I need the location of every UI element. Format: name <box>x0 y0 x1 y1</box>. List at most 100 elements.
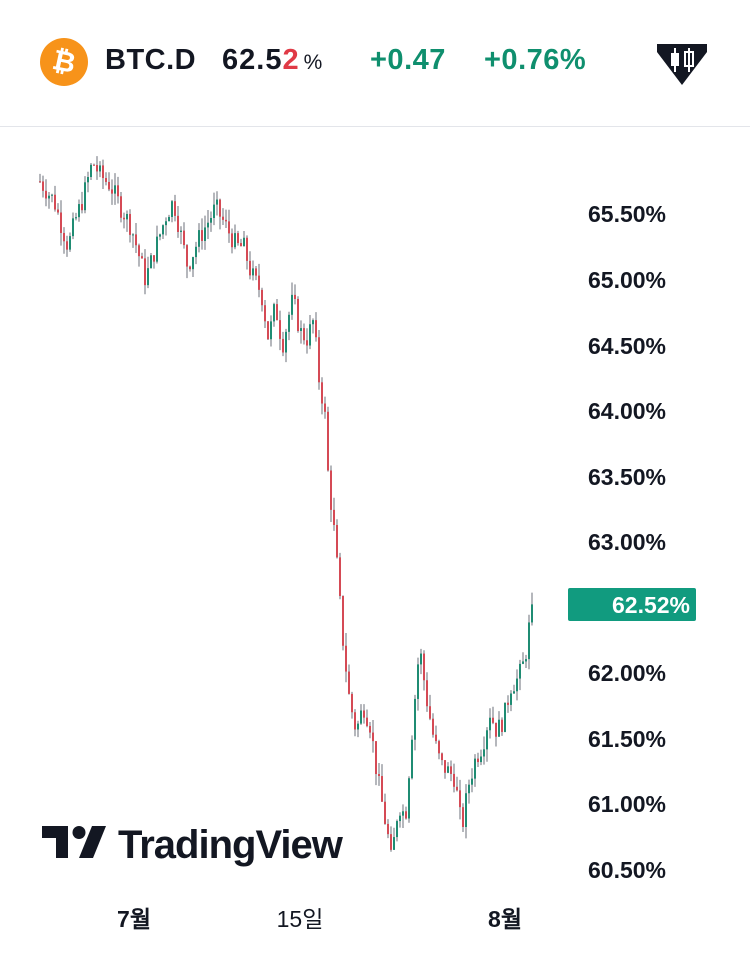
candle-body <box>153 255 155 262</box>
candle-body <box>408 778 410 819</box>
y-tick-label: 65.50% <box>588 201 667 227</box>
candle-body <box>501 719 503 732</box>
candle-body <box>81 204 83 211</box>
candle-body <box>456 786 458 791</box>
candle-body <box>261 289 263 306</box>
candle-body <box>282 338 284 353</box>
candle-body <box>285 331 287 353</box>
candle-body <box>522 661 524 664</box>
candle-body <box>405 811 407 819</box>
candle-body <box>279 320 281 339</box>
candle-body <box>336 524 338 558</box>
candle-body <box>357 723 359 730</box>
candle-body <box>162 225 164 235</box>
candle-body <box>306 340 308 346</box>
candle-body <box>252 268 254 276</box>
candlestick-tool-icon[interactable] <box>655 38 709 86</box>
candle-body <box>177 215 179 232</box>
candle-body <box>174 201 176 216</box>
candle-body <box>516 678 518 692</box>
candle-body <box>486 730 488 750</box>
candle-body <box>471 778 473 785</box>
candle-body <box>267 321 269 340</box>
candle-body <box>399 815 401 822</box>
candle-body <box>63 232 65 242</box>
candle-body <box>138 245 140 257</box>
candle-body <box>270 321 272 340</box>
candle-body <box>348 671 350 694</box>
candle-body <box>186 245 188 267</box>
candle-body <box>423 653 425 681</box>
candle-body <box>303 328 305 341</box>
candle-body <box>183 230 185 246</box>
candle-body <box>312 320 314 325</box>
candle-body <box>318 337 320 383</box>
symbol-header: ₿ BTC.D 62.52% +0.47 +0.76% <box>0 0 750 127</box>
candle-body <box>237 233 239 244</box>
candle-body <box>453 773 455 787</box>
candle-body <box>414 698 416 740</box>
price-last-digit: 2 <box>282 44 300 76</box>
candle-body <box>264 305 266 322</box>
candle-body <box>417 664 419 699</box>
y-tick-label: 63.50% <box>588 464 667 490</box>
symbol-name[interactable]: BTC.D <box>105 44 197 76</box>
candle-body <box>150 255 152 269</box>
last-price-tag: 62.52% <box>568 588 696 621</box>
candle-body <box>204 227 206 241</box>
price-unit: % <box>303 51 323 74</box>
candle-body <box>483 749 485 757</box>
candle-body <box>255 268 257 276</box>
candle-body <box>294 294 296 299</box>
candle-body <box>198 230 200 247</box>
candle-body <box>108 181 110 190</box>
candle-body <box>87 177 89 183</box>
candle-body <box>426 680 428 707</box>
candle-body <box>324 403 326 412</box>
candle-body <box>435 734 437 742</box>
tradingview-logo: TradingView <box>42 822 372 870</box>
tradingview-logo-icon <box>42 826 106 858</box>
candle-body <box>513 691 515 694</box>
candle-body <box>141 256 143 259</box>
candle-body <box>156 236 158 262</box>
candle-body <box>117 185 119 197</box>
candle-body <box>123 217 125 220</box>
last-price-tag-label: 62.52% <box>611 592 690 618</box>
candle-body <box>459 790 461 808</box>
candle-body <box>54 194 56 210</box>
candle-body <box>450 766 452 774</box>
candle-body <box>207 222 209 228</box>
candle-body <box>402 811 404 816</box>
candle-body <box>60 212 62 233</box>
candle-body <box>528 622 530 660</box>
price-chart[interactable] <box>0 127 560 897</box>
candle-body <box>45 190 47 199</box>
candle-body <box>375 741 377 775</box>
candle-body <box>66 241 68 250</box>
candle-body <box>309 324 311 346</box>
candle-body <box>114 185 116 194</box>
candle-body <box>372 732 374 742</box>
candle-body <box>438 741 440 754</box>
candle-body <box>315 320 317 338</box>
candle-body <box>363 710 365 718</box>
candle-body <box>222 216 224 220</box>
candle-body <box>171 201 173 217</box>
change-percent: +0.76% <box>484 44 587 76</box>
candle-body <box>93 164 95 166</box>
candle-body <box>525 659 527 662</box>
candle-body <box>474 758 476 779</box>
candle-body <box>144 258 146 286</box>
x-tick-label-july: 7월 <box>117 906 151 932</box>
candle-body <box>105 178 107 182</box>
candle-body <box>381 776 383 802</box>
candle-body <box>228 221 230 234</box>
candle-body <box>72 218 74 237</box>
candle-body <box>210 218 212 223</box>
candle-body <box>147 268 149 286</box>
last-price: 62.52% <box>222 44 322 77</box>
candle-body <box>201 230 203 241</box>
candle-body <box>429 706 431 719</box>
candle-body <box>465 793 467 827</box>
